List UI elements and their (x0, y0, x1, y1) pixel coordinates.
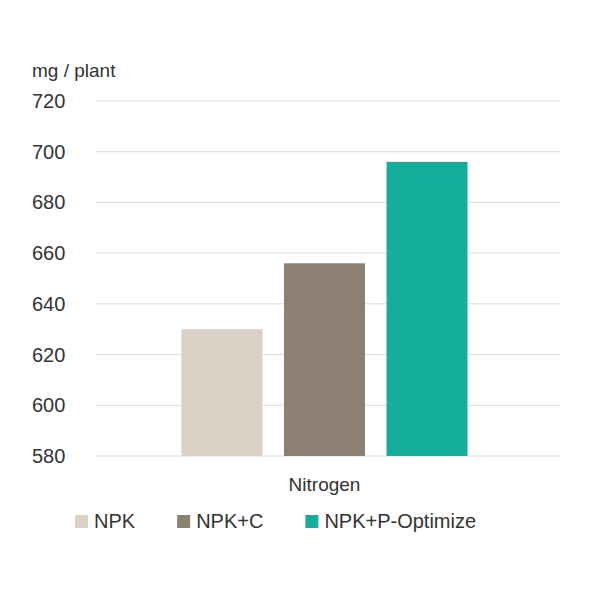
grid-line (95, 253, 560, 254)
grid-line (95, 202, 560, 203)
bar (182, 329, 263, 456)
y-tick-label: 580 (32, 445, 65, 467)
legend: NPK NPK+C NPK+P-Optimize (75, 510, 476, 532)
legend-swatch (75, 515, 88, 528)
y-tick-label: 680 (32, 191, 65, 213)
grid-line (95, 151, 560, 152)
grid-line (95, 101, 560, 102)
y-tick-label: 620 (32, 344, 65, 366)
chart-svg: mg / plant 580 600 620 640 660 680 700 720 Nitrog… (0, 0, 600, 600)
legend-label: NPK+P-Optimize (324, 510, 476, 532)
legend-swatch (305, 515, 318, 528)
legend-swatch (177, 515, 190, 528)
bar (284, 263, 365, 456)
x-tick-label: Nitrogen (289, 474, 361, 495)
chart-container: mg / plant 580 600 620 640 660 680 700 720 Nitrog… (0, 0, 600, 600)
bar (387, 162, 468, 456)
legend-label: NPK+C (196, 510, 263, 532)
y-tick-label: 660 (32, 242, 65, 264)
bars (182, 162, 468, 456)
y-tick-label: 600 (32, 394, 65, 416)
y-tick-label: 700 (32, 141, 65, 163)
y-tick-label: 640 (32, 293, 65, 315)
y-axis-label: mg / plant (32, 60, 116, 81)
y-tick-label: 720 (32, 90, 65, 112)
grid (95, 101, 560, 456)
legend-label: NPK (94, 510, 136, 532)
